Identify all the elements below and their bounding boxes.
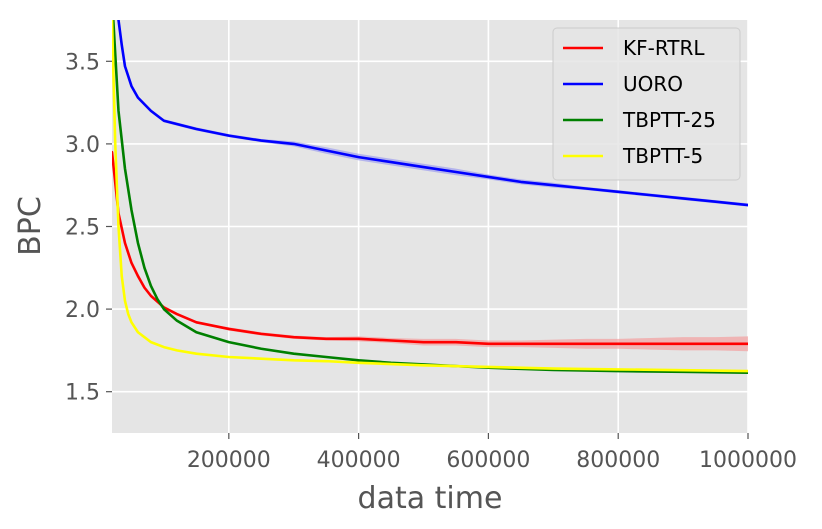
legend-label-kf-rtrl: KF-RTRL (623, 36, 705, 60)
x-tick-label: 200000 (187, 448, 271, 473)
series-line-uoro (117, 20, 748, 207)
legend-box (552, 27, 741, 181)
y-tick-label: 2.0 (65, 298, 100, 323)
y-axis-title: BPC (13, 196, 48, 256)
y-tick-label: 3.5 (65, 50, 100, 75)
y-axis-ticks: 1.5 2.0 2.5 3.0 3.5 (65, 50, 112, 406)
y-tick-label: 3.0 (65, 133, 100, 158)
x-axis-title: data time (358, 481, 503, 516)
y-tick-label: 1.5 (65, 381, 100, 406)
series-line-kf-rtrl (112, 150, 748, 346)
legend-label-tbptt-5: TBPTT-5 (622, 144, 703, 168)
series-lines (112, 20, 748, 375)
series-line-tbptt-5 (112, 20, 748, 373)
x-tick-label: 800000 (576, 448, 660, 473)
x-tick-label: 400000 (317, 448, 401, 473)
legend-label-tbptt-25: TBPTT-25 (622, 108, 716, 132)
x-axis-ticks: 200000 400000 600000 800000 1000000 (187, 433, 797, 473)
legend-label-uoro: UORO (623, 72, 683, 96)
legend: KF-RTRL UORO TBPTT-25 TBPTT-5 (552, 27, 741, 181)
x-tick-label: 600000 (446, 448, 530, 473)
y-tick-label: 2.5 (65, 216, 100, 241)
x-tick-label: 1000000 (699, 448, 797, 473)
